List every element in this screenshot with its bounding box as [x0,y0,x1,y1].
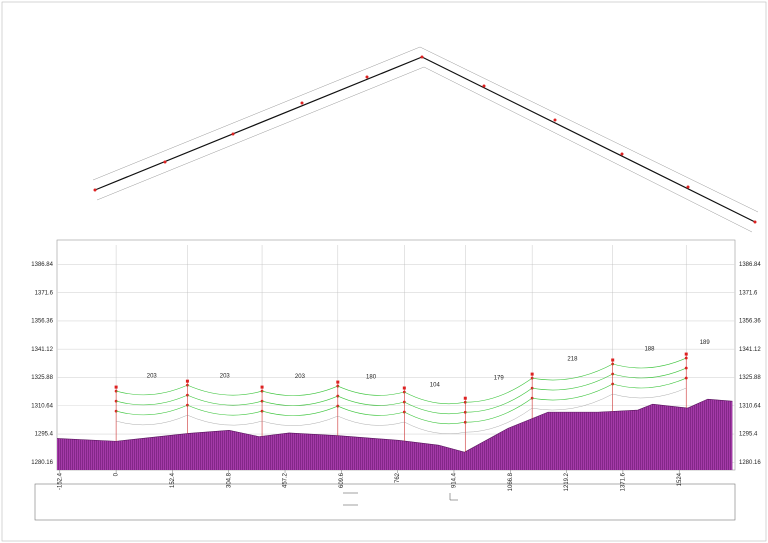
corridor-edge [92,46,759,213]
clearance-line [262,415,338,426]
attachment [530,376,534,380]
conductor [404,411,466,425]
tower-top [402,386,406,390]
legend-box [34,483,736,521]
attachment [611,382,615,386]
attachment [684,356,688,360]
span-label: 218 [567,357,578,363]
x-tick-label: 762 [395,472,401,483]
conductor [612,377,687,389]
span-label: 203 [220,374,231,380]
span-label: 104 [430,383,441,389]
y-tick-label: 1280.16 [31,460,53,466]
tower-top [463,396,467,400]
clearance-line [532,393,613,411]
y-tick-label-right: 1371.6 [739,290,758,296]
x-tick-label: 304.8 [226,472,232,488]
clearance-line [116,414,188,426]
conductor [465,397,533,423]
y-tick-label-right: 1280.16 [739,460,761,466]
y-tick-label: 1386.84 [31,262,53,268]
tower-top [260,385,264,389]
x-tick-label: 914.4 [452,472,458,488]
x-tick-label: 1524 [677,472,683,486]
x-tick-label: 1371.6 [620,472,626,491]
conductor [612,357,687,369]
legend-scale [343,492,458,506]
y-tick-label-right: 1356.36 [739,319,761,325]
x-tick-label: 457.2 [283,472,289,488]
span-label: 188 [644,347,655,353]
y-tick-label: 1341.12 [31,347,53,353]
plan-towers [93,55,757,224]
conductor [116,394,188,406]
conductor [532,373,613,391]
x-tick-label: 0 [114,472,120,476]
conductor [261,395,338,406]
x-tick-label: 1066.8 [508,472,514,491]
terrain-area [57,399,733,470]
corridor-edge [96,66,753,233]
y-tick-label-right: 1295.4 [739,432,758,438]
y-tick-label-right: 1386.84 [739,262,761,268]
conductor [337,395,405,406]
conductor [404,401,466,415]
conductor [404,391,466,405]
y-tick-label: 1325.88 [31,375,53,381]
conductor [337,385,405,396]
tower-top [185,379,189,383]
y-tick-label: 1310.64 [31,403,53,409]
conductor [337,405,405,416]
terrain-line [56,398,733,453]
plan-view [92,46,759,233]
conductor [187,404,263,416]
conductor [187,384,263,396]
x-tick-label: 609.6 [339,472,345,488]
y-tick-label: 1371.6 [35,290,54,296]
span-label: 180 [366,375,377,381]
x-tick-label: 1219.2 [564,472,570,491]
y-tick-label-right: 1325.88 [739,375,761,381]
attachment [530,396,534,400]
tower-top [611,358,615,362]
y-tick-label-right: 1341.12 [739,347,761,353]
span-label: 203 [295,374,306,380]
attachment [530,386,534,390]
y-tick-label-right: 1310.64 [739,403,761,409]
attachment [611,362,615,366]
tower-top [684,352,688,356]
tower-top [530,372,534,376]
conductor [187,394,263,406]
conductor [612,367,687,379]
clearance-line [337,415,405,426]
tower-top [114,385,118,389]
clearance-line [187,414,263,426]
span-label: 189 [700,340,711,346]
clearance-line [465,407,533,433]
span-label: 203 [147,374,158,380]
conductor [116,404,188,416]
attachment [684,376,688,380]
conductor [116,384,188,396]
conductor [532,383,613,401]
span-label: 179 [494,376,505,382]
attachment [684,366,688,370]
tower-top [336,380,340,384]
conductor [465,387,533,413]
conductor [261,385,338,396]
conductor [465,377,533,403]
attachment [611,372,615,376]
clearance-line [612,387,687,399]
conductor [261,405,338,416]
y-tick-label: 1356.36 [31,319,53,325]
y-tick-label: 1295.4 [35,432,54,438]
x-tick-label: -152.4 [57,472,63,490]
conductor [532,363,613,381]
x-tick-label: 152.4 [170,472,176,488]
clearance-line [404,421,466,434]
